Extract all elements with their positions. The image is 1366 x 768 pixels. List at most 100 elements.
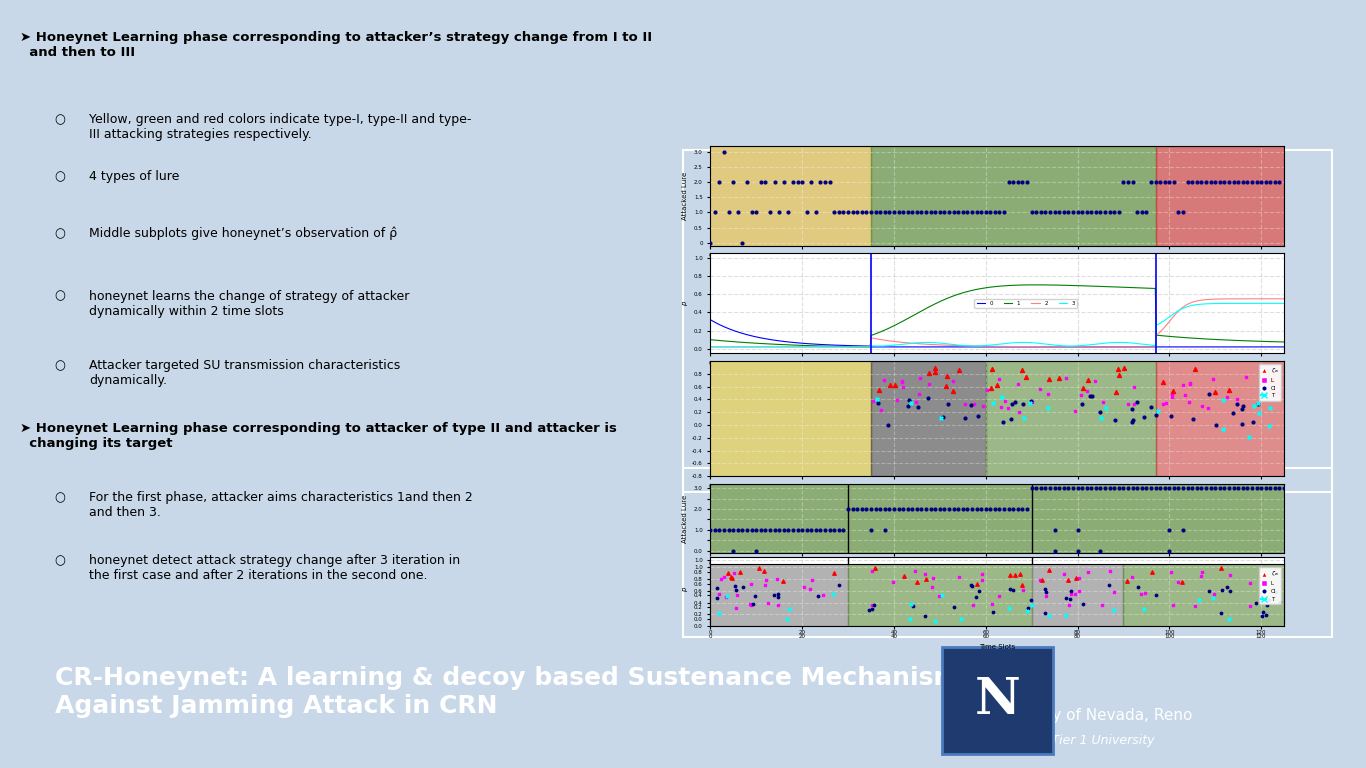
3 <box>978 614 994 623</box>
Point <box>979 207 1001 219</box>
1 <box>702 335 719 344</box>
Point <box>874 207 896 219</box>
Point <box>1090 412 1112 425</box>
Point <box>1268 387 1290 399</box>
Point <box>1141 482 1162 494</box>
1 <box>979 283 996 292</box>
Point <box>1209 482 1231 494</box>
Point <box>977 384 999 396</box>
2 <box>978 342 994 351</box>
Point <box>1104 414 1126 426</box>
Point <box>1117 176 1139 188</box>
Point <box>1068 585 1090 598</box>
Point <box>956 207 978 219</box>
Text: ○: ○ <box>55 554 66 568</box>
3 <box>702 614 719 623</box>
Point <box>713 146 735 158</box>
Point <box>811 589 833 601</box>
Point <box>1026 207 1048 219</box>
Point <box>1123 381 1145 393</box>
Point <box>1127 396 1149 409</box>
Point <box>1113 362 1135 374</box>
Point <box>708 607 729 620</box>
Point <box>1141 176 1162 188</box>
Point <box>1072 382 1094 394</box>
Bar <box>872 146 1156 246</box>
Point <box>799 583 821 595</box>
Point <box>1061 482 1083 494</box>
Point <box>956 503 978 515</box>
1 <box>974 574 990 584</box>
Bar <box>1031 564 1123 626</box>
Point <box>930 589 952 601</box>
Point <box>929 503 951 515</box>
Point <box>832 524 854 536</box>
Point <box>1009 568 1031 581</box>
Point <box>906 576 928 588</box>
Point <box>776 613 798 625</box>
Point <box>1055 591 1076 604</box>
Point <box>1182 413 1203 425</box>
Point <box>1250 176 1272 188</box>
Bar <box>848 564 1031 626</box>
Point <box>981 362 1003 375</box>
Point <box>1105 386 1127 398</box>
Point <box>1210 561 1232 574</box>
Point <box>800 176 822 188</box>
Point <box>1079 390 1101 402</box>
Line: 3: 3 <box>710 571 1284 618</box>
Point <box>922 572 944 584</box>
Bar <box>710 361 872 476</box>
Point <box>851 207 873 219</box>
Point <box>1070 389 1091 401</box>
Point <box>861 599 882 611</box>
Point <box>720 571 742 584</box>
3 <box>974 341 990 350</box>
Point <box>1205 419 1227 431</box>
Point <box>891 376 912 388</box>
Line: 1: 1 <box>710 566 1284 613</box>
Point <box>1218 176 1240 188</box>
Point <box>739 598 761 610</box>
Text: ○: ○ <box>55 359 66 372</box>
1 <box>1014 280 1030 290</box>
Point <box>824 524 846 536</box>
Point <box>993 207 1015 219</box>
Text: ➤ Honeynet Learning phase corresponding to attacker’s strategy change from I to : ➤ Honeynet Learning phase corresponding … <box>20 31 653 59</box>
Point <box>805 207 826 219</box>
Point <box>725 584 747 596</box>
Legend: 0, 1, 2, 3: 0, 1, 2, 3 <box>1052 588 1156 598</box>
Point <box>928 590 949 602</box>
Point <box>867 397 889 409</box>
Point <box>1259 176 1281 188</box>
Point <box>970 207 992 219</box>
Point <box>925 366 947 379</box>
Point <box>1053 568 1075 581</box>
Point <box>1067 524 1089 536</box>
Point <box>1003 176 1024 188</box>
Point <box>1213 482 1235 494</box>
Point <box>1020 207 1042 219</box>
Point <box>1011 176 1033 188</box>
Point <box>759 207 781 219</box>
Point <box>1112 176 1134 188</box>
Point <box>1236 482 1258 494</box>
Point <box>1060 588 1082 601</box>
Point <box>740 599 762 611</box>
FancyBboxPatch shape <box>943 647 1053 754</box>
Point <box>1090 207 1112 219</box>
Point <box>1053 207 1075 219</box>
Point <box>1034 586 1056 598</box>
Point <box>1094 482 1116 494</box>
1 <box>1046 280 1063 290</box>
Point <box>988 590 1009 602</box>
Point <box>1104 482 1126 494</box>
Point <box>1044 207 1065 219</box>
Point <box>1026 482 1048 494</box>
2 <box>1264 611 1280 620</box>
Point <box>1255 176 1277 188</box>
Point <box>777 524 799 536</box>
Point <box>1019 396 1041 409</box>
Point <box>732 581 754 593</box>
0 <box>1262 611 1279 621</box>
